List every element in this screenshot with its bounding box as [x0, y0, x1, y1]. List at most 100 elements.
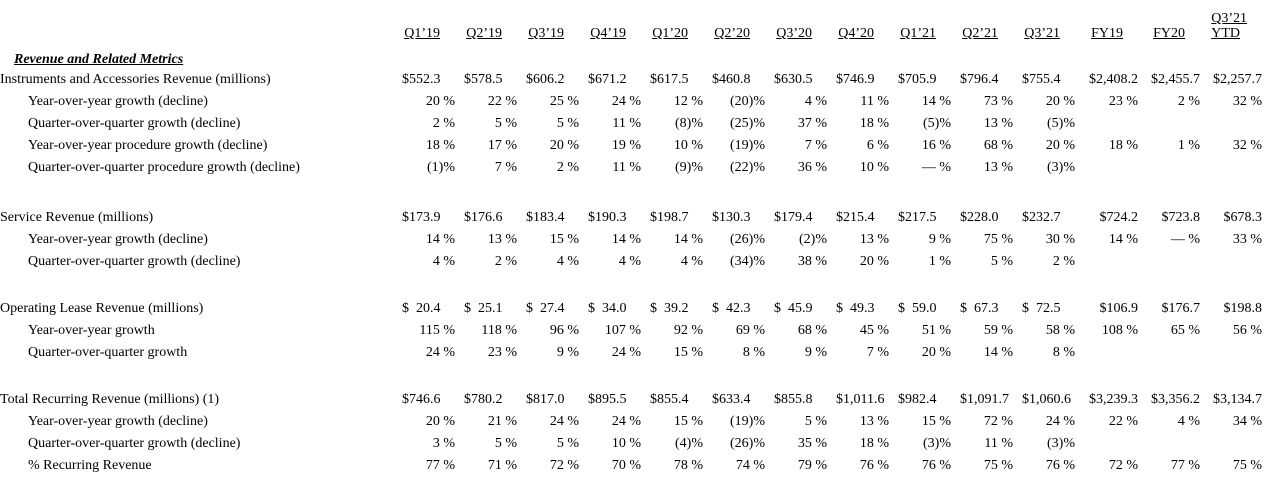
value-cell: $183.4 [526, 210, 565, 225]
value-cell: $460.8 [712, 72, 751, 87]
value-cell: 5 % [804, 414, 827, 429]
value-cell: 8 % [742, 345, 765, 360]
value-cell: (3)% [1047, 436, 1075, 451]
value-cell: $130.3 [712, 210, 751, 225]
value-cell: $2,455.7 [1151, 72, 1200, 87]
value-cell [1141, 344, 1203, 366]
value-cell: $ 67.3 [960, 301, 999, 316]
value-cell: $ 49.3 [836, 301, 875, 316]
value-cell: $176.6 [464, 210, 503, 225]
value-cell: 11 % [984, 436, 1013, 451]
value-cell: (19)% [730, 414, 765, 429]
value-cell: 3 % [432, 436, 455, 451]
value-cell: 9 % [556, 345, 579, 360]
value-cell: 30 % [1045, 232, 1075, 247]
value-cell: $755.4 [1022, 72, 1061, 87]
value-cell: 59 % [983, 323, 1013, 338]
column-header-q319: Q3’19 [528, 26, 564, 41]
value-cell: 108 % [1101, 323, 1138, 338]
value-cell: 4 % [432, 254, 455, 269]
value-cell: $ 39.2 [650, 301, 689, 316]
metric-row: Quarter-over-quarter growth 24 % 23 % 9 % 24… [0, 344, 1265, 366]
value-cell: $678.3 [1223, 210, 1263, 225]
value-cell: 78 % [673, 458, 703, 473]
column-header-q320: Q3’20 [776, 26, 812, 41]
metric-row: Service Revenue (millions) $173.9 $176.6 $1… [0, 209, 1265, 231]
value-cell: 18 % [859, 116, 889, 131]
spacer-row [0, 366, 1265, 391]
value-cell: 2 % [1177, 94, 1200, 109]
value-cell: $780.2 [464, 392, 503, 407]
value-cell: $746.6 [402, 392, 441, 407]
value-cell: 25 % [549, 94, 579, 109]
metric-label: Year-over-year growth (decline) [28, 94, 208, 109]
value-cell: 4 % [556, 254, 579, 269]
value-cell: 2 % [432, 116, 455, 131]
value-cell [1084, 435, 1141, 457]
value-cell: $817.0 [526, 392, 565, 407]
metric-label: Year-over-year procedure growth (decline… [28, 138, 268, 153]
column-header-fy19: FY19 [1091, 26, 1123, 41]
column-header-q420: Q4’20 [838, 26, 874, 41]
spacer-row [0, 181, 1265, 209]
value-cell: $1,091.7 [960, 392, 1009, 407]
metric-label: Quarter-over-quarter growth (decline) [28, 436, 241, 451]
value-cell: 34 % [1232, 414, 1262, 429]
value-cell: 70 % [611, 458, 641, 473]
value-cell: 14 % [611, 232, 641, 247]
value-cell: 2 % [494, 254, 517, 269]
value-cell: 22 % [1108, 414, 1138, 429]
value-cell: (8)% [675, 116, 703, 131]
metric-label: Instruments and Accessories Revenue (mil… [0, 72, 271, 87]
value-cell: $2,408.2 [1089, 72, 1138, 87]
value-cell: $ 59.0 [898, 301, 937, 316]
metric-row: Quarter-over-quarter procedure growth (d… [0, 159, 1265, 181]
value-cell: (26)% [730, 232, 765, 247]
metric-row: Total Recurring Revenue (millions) (1) $7… [0, 391, 1265, 413]
value-cell: 11 % [860, 94, 889, 109]
value-cell: $630.5 [774, 72, 813, 87]
value-cell: 10 % [859, 160, 889, 175]
value-cell [1084, 344, 1141, 366]
value-cell: $3,134.7 [1213, 392, 1262, 407]
value-cell: 20 % [425, 414, 455, 429]
metric-row: % Recurring Revenue 77 % 71 % 72 % 70 % 78 % 7… [0, 457, 1265, 478]
metric-label: Quarter-over-quarter growth (decline) [28, 116, 241, 131]
value-cell: 15 % [673, 414, 703, 429]
value-cell: 6 % [866, 138, 889, 153]
value-cell: $176.7 [1161, 301, 1201, 316]
value-cell: (1)% [427, 160, 455, 175]
column-header-q220: Q2’20 [714, 26, 750, 41]
value-cell: $198.7 [650, 210, 689, 225]
value-cell: 14 % [1108, 232, 1138, 247]
value-cell: $ 34.0 [588, 301, 627, 316]
value-cell: $228.0 [960, 210, 999, 225]
value-cell: $1,060.6 [1022, 392, 1071, 407]
value-cell [1141, 435, 1203, 457]
value-cell: $1,011.6 [836, 392, 885, 407]
value-cell: 56 % [1232, 323, 1262, 338]
value-cell: $232.7 [1022, 210, 1061, 225]
value-cell: 72 % [549, 458, 579, 473]
value-cell: 7 % [866, 345, 889, 360]
value-cell: 69 % [735, 323, 765, 338]
value-cell: 12 % [673, 94, 703, 109]
value-cell: 10 % [611, 436, 641, 451]
value-cell: (2)% [799, 232, 827, 247]
column-header-q221: Q2’21 [962, 26, 998, 41]
value-cell: 32 % [1232, 94, 1262, 109]
value-cell [1203, 115, 1265, 137]
value-cell: 75 % [1232, 458, 1262, 473]
value-cell: $724.2 [1099, 210, 1139, 225]
metric-row: Year-over-year growth (decline) 20 % 22 % 2… [0, 93, 1265, 115]
metric-row: Year-over-year growth 115 % 118 % 96 % 107 %… [0, 322, 1265, 344]
value-cell: 18 % [859, 436, 889, 451]
value-cell: 20 % [425, 94, 455, 109]
value-cell: $671.2 [588, 72, 627, 87]
metric-label: Year-over-year growth (decline) [28, 414, 208, 429]
value-cell: 77 % [1170, 458, 1200, 473]
value-cell: (19)% [730, 138, 765, 153]
value-cell: 13 % [983, 160, 1013, 175]
value-cell [1203, 159, 1265, 181]
